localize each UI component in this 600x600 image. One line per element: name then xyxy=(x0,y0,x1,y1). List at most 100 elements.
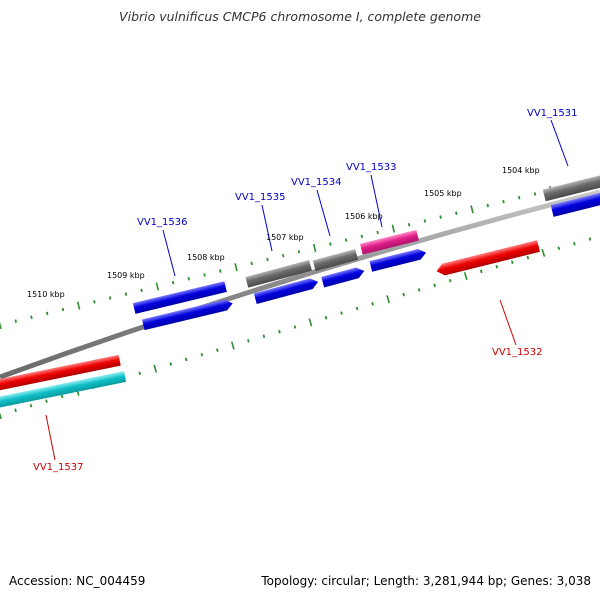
gene-label-vv1-1533[interactable]: VV1_1533 xyxy=(346,162,397,173)
minor-tick xyxy=(360,234,364,239)
major-tick xyxy=(230,341,235,350)
minor-tick xyxy=(486,203,490,208)
callout-line-vv1-1532 xyxy=(499,299,517,346)
major-tick xyxy=(312,243,317,252)
tick-label-1504: 1504 kbp xyxy=(502,166,540,175)
minor-tick xyxy=(355,306,359,311)
minor-tick xyxy=(502,199,505,204)
major-tick xyxy=(391,224,396,233)
gene-labels: VV1_1531 VV1_1533 VV1_1534 VV1_1535 VV1_… xyxy=(33,108,578,473)
minor-tick xyxy=(533,192,537,196)
page-title: Vibrio vulnificus CMCP6 chromosome I, co… xyxy=(119,9,481,24)
minor-tick xyxy=(376,230,379,235)
callout-line-vv1-1536 xyxy=(162,229,176,277)
minor-tick xyxy=(402,292,405,297)
minor-tick xyxy=(407,222,411,227)
tick-label-1508: 1508 kbp xyxy=(187,253,225,262)
minor-tick xyxy=(203,273,206,277)
minor-tick xyxy=(124,292,128,296)
minor-tick xyxy=(93,300,96,304)
major-tick xyxy=(386,295,390,304)
minor-tick xyxy=(518,196,521,200)
major-tick xyxy=(153,364,158,373)
gene-label-vv1-1532[interactable]: VV1_1532 xyxy=(492,347,543,358)
tick-label-1506: 1506 kbp xyxy=(345,212,383,221)
gene-vv1-1532[interactable] xyxy=(435,240,540,277)
minor-tick xyxy=(45,311,49,316)
minor-tick xyxy=(281,253,285,258)
callout-line-vv1-1535 xyxy=(261,204,273,252)
minor-tick xyxy=(479,269,483,274)
gene-label-vv1-1537[interactable]: VV1_1537 xyxy=(33,462,84,473)
minor-tick xyxy=(216,348,219,352)
minor-tick xyxy=(448,278,452,283)
minor-tick xyxy=(200,353,204,357)
gene-vv1-1534[interactable] xyxy=(312,248,366,288)
minor-tick xyxy=(108,296,112,300)
gene-vv1-1531[interactable] xyxy=(542,172,600,218)
genome-backbone xyxy=(0,189,600,380)
tick-label-1510: 1510 kbp xyxy=(27,290,65,299)
callout-line-vv1-1533 xyxy=(370,174,383,228)
minor-tick xyxy=(324,315,328,320)
reverse-features xyxy=(0,240,540,409)
callout-line-vv1-1534 xyxy=(316,189,331,237)
major-tick xyxy=(470,205,474,214)
minor-tick xyxy=(262,334,266,339)
minor-tick xyxy=(423,219,427,223)
minor-tick xyxy=(455,211,458,216)
minor-tick xyxy=(329,242,332,246)
minor-tick xyxy=(526,255,530,260)
minor-tick xyxy=(138,371,142,376)
tick-labels: 1510 kbp 1509 kbp 1508 kbp 1507 kbp 1506… xyxy=(27,166,540,299)
gene-label-vv1-1535[interactable]: VV1_1535 xyxy=(235,192,286,203)
minor-tick xyxy=(30,315,33,320)
major-tick xyxy=(308,318,313,327)
minor-tick xyxy=(29,403,33,408)
major-tick xyxy=(76,301,81,310)
gene-callouts xyxy=(45,119,569,461)
minor-tick xyxy=(250,261,253,266)
minor-tick xyxy=(266,257,269,262)
minor-tick xyxy=(588,237,592,241)
major-tick xyxy=(541,248,546,257)
major-tick xyxy=(0,321,2,330)
tick-label-1505: 1505 kbp xyxy=(424,189,462,198)
gene-label-vv1-1536[interactable]: VV1_1536 xyxy=(137,217,188,228)
minor-tick xyxy=(45,399,48,403)
tick-label-1507: 1507 kbp xyxy=(266,233,304,242)
gene-vv1-1537[interactable] xyxy=(0,354,127,409)
minor-tick xyxy=(510,260,514,264)
major-tick xyxy=(234,263,238,272)
minor-tick xyxy=(60,394,64,399)
minor-tick xyxy=(371,302,374,306)
minor-tick xyxy=(573,241,576,246)
major-tick xyxy=(155,282,160,291)
minor-tick xyxy=(278,329,281,334)
callout-line-vv1-1537 xyxy=(45,414,56,461)
minor-tick xyxy=(417,288,421,292)
gene-vv1-1536[interactable] xyxy=(132,280,234,331)
minor-tick xyxy=(219,269,222,273)
minor-tick xyxy=(433,283,436,288)
minor-tick xyxy=(140,288,143,293)
minor-tick xyxy=(557,246,561,251)
footer-accession: Accession: NC_004459 xyxy=(9,574,146,588)
minor-tick xyxy=(247,339,250,343)
gene-vv1-1533[interactable] xyxy=(360,229,427,273)
gene-label-vv1-1534[interactable]: VV1_1534 xyxy=(291,177,342,188)
minor-tick xyxy=(169,362,173,366)
minor-tick xyxy=(184,357,188,362)
minor-tick xyxy=(340,311,343,315)
minor-tick xyxy=(297,250,301,254)
footer-stats: Topology: circular; Length: 3,281,944 bp… xyxy=(261,574,591,588)
forward-features xyxy=(132,172,600,331)
minor-tick xyxy=(61,307,65,312)
gene-vv1-1535[interactable] xyxy=(245,259,319,305)
minor-tick xyxy=(187,276,191,281)
gene-label-vv1-1531[interactable]: VV1_1531 xyxy=(527,108,578,119)
minor-tick xyxy=(439,215,442,219)
minor-tick xyxy=(14,408,17,413)
